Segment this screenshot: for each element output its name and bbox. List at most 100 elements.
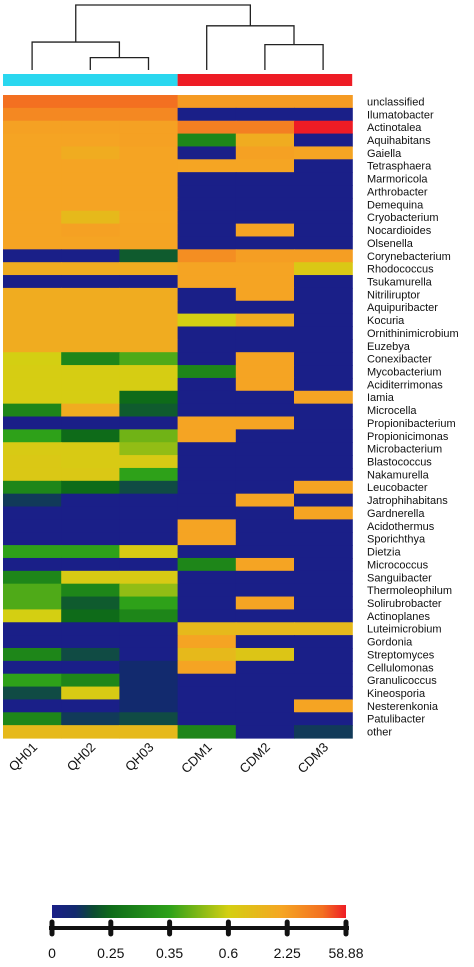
heatmap-cell xyxy=(235,467,295,482)
heatmap-cell xyxy=(3,647,62,662)
heatmap-cell xyxy=(3,519,62,533)
heatmap-cell xyxy=(235,545,295,559)
heatmap-cell xyxy=(3,622,62,636)
heatmap-cell xyxy=(3,275,62,289)
heatmap-cell xyxy=(3,442,62,456)
heatmap-cell xyxy=(119,197,179,212)
heatmap-cell xyxy=(177,287,237,302)
row-label: Rhodococcus xyxy=(367,264,434,276)
column-label: QH01 xyxy=(6,740,41,775)
heatmap-cell xyxy=(119,455,179,469)
heatmap-cell xyxy=(294,455,353,469)
heatmap-cell xyxy=(235,365,295,379)
heatmap-cell xyxy=(177,660,237,675)
heatmap-cell xyxy=(294,339,353,353)
heatmap-cell xyxy=(294,532,353,546)
heatmap-cell xyxy=(61,673,120,688)
row-label: Microbacterium xyxy=(367,444,442,456)
heatmap-cell xyxy=(177,313,237,328)
heatmap-cell xyxy=(235,352,295,366)
heatmap-cell xyxy=(61,133,120,148)
heatmap-cell xyxy=(119,583,179,598)
heatmap-cell xyxy=(235,686,295,701)
heatmap-cell xyxy=(119,365,179,379)
heatmap-cell xyxy=(235,403,295,418)
heatmap-cell xyxy=(119,172,179,186)
heatmap-cell xyxy=(294,197,353,212)
row-label: Gordonia xyxy=(367,637,413,649)
heatmap-cell xyxy=(294,326,353,340)
heatmap-cell xyxy=(61,712,120,726)
heatmap-cell xyxy=(235,172,295,186)
row-label: Blastococcus xyxy=(367,457,432,469)
heatmap-cell xyxy=(61,275,120,289)
heatmap-cell xyxy=(3,712,62,726)
heatmap-cell xyxy=(294,506,353,520)
heatmap-cell xyxy=(3,725,62,739)
row-label: Jatrophihabitans xyxy=(367,495,448,507)
heatmap-cell xyxy=(294,712,353,726)
heatmap-cell xyxy=(3,467,62,482)
heatmap-cell xyxy=(177,557,237,572)
heatmap-cell xyxy=(61,416,120,430)
heatmap-cell xyxy=(3,493,62,508)
heatmap-cell xyxy=(61,197,120,212)
heatmap-cell xyxy=(61,442,120,456)
legend-tick-label: 0 xyxy=(48,945,56,961)
heatmap-cell xyxy=(294,416,353,430)
heatmap-cell xyxy=(119,236,179,250)
row-label: Leucobacter xyxy=(367,482,428,494)
heatmap-cell xyxy=(61,467,120,482)
heatmap-cell xyxy=(3,262,62,276)
row-label: Nakamurella xyxy=(367,469,430,481)
heatmap-cell xyxy=(235,262,295,276)
legend-tick-label: 0.6 xyxy=(219,945,239,961)
heatmap-cell xyxy=(294,583,353,598)
heatmap-cell xyxy=(235,622,295,636)
column-label: CDM3 xyxy=(295,740,332,777)
heatmap-cell xyxy=(61,390,120,405)
heatmap-cell xyxy=(61,339,120,353)
heatmap-cell xyxy=(61,699,120,713)
heatmap-cell xyxy=(294,146,353,160)
row-label: Micrococcus xyxy=(367,559,429,571)
row-label: Arthrobacter xyxy=(367,186,428,198)
heatmap-cell xyxy=(3,635,62,649)
heatmap-cell xyxy=(177,262,237,276)
row-label: Euzebya xyxy=(367,341,411,353)
heatmap-cell xyxy=(177,120,237,135)
heatmap-cell xyxy=(3,596,62,610)
heatmap-cell xyxy=(61,120,120,135)
heatmap-cell xyxy=(294,686,353,701)
heatmap-cell xyxy=(119,403,179,418)
heatmap-cell xyxy=(177,133,237,148)
heatmap-cell xyxy=(3,95,62,109)
heatmap-cell xyxy=(3,223,62,238)
heatmap-cell xyxy=(235,570,295,585)
heatmap-cell xyxy=(61,660,120,675)
row-label: Gaiella xyxy=(367,148,402,160)
heatmap-cell xyxy=(3,352,62,366)
heatmap-cell xyxy=(119,95,179,109)
heatmap-cell xyxy=(3,339,62,353)
heatmap-cell xyxy=(61,287,120,302)
heatmap-cell xyxy=(235,506,295,520)
heatmap-cell xyxy=(119,506,179,520)
column-dendrogram xyxy=(31,4,324,70)
heatmap-cell xyxy=(61,159,120,173)
heatmap-cell xyxy=(61,146,120,160)
heatmap-cell xyxy=(294,467,353,482)
heatmap-cell xyxy=(294,390,353,405)
heatmap-cell xyxy=(177,429,237,443)
row-label: Ornithinimicrobium xyxy=(367,328,459,340)
heatmap-cell xyxy=(61,647,120,662)
dendrogram-link-cdm-cluster xyxy=(206,25,295,70)
heatmap-cell xyxy=(3,390,62,405)
heatmap-cell xyxy=(61,506,120,520)
row-label: Aquipuribacter xyxy=(367,302,438,314)
heatmap-cell xyxy=(177,725,237,739)
heatmap-cell xyxy=(61,686,120,701)
row-label: Microcella xyxy=(367,405,417,417)
column-label: QH02 xyxy=(64,740,99,775)
heatmap-cell xyxy=(294,120,353,135)
